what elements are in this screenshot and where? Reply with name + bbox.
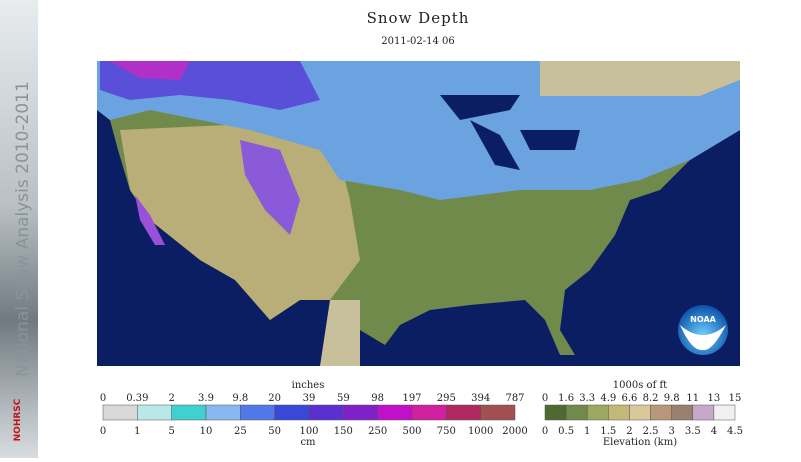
legend-label: 1.6: [558, 393, 574, 404]
legend-label: 3.3: [579, 393, 595, 404]
legend-swatch: [608, 404, 630, 421]
legend-swatch: [544, 404, 567, 421]
legend-label: 150: [334, 426, 353, 437]
legend-swatch: [480, 404, 516, 421]
legend-label: 50: [268, 426, 281, 437]
legend-swatch: [629, 404, 651, 421]
legend-unit: Elevation (km): [603, 437, 677, 448]
legend-label: 750: [437, 426, 456, 437]
legend-label: 0: [542, 393, 548, 404]
legend-swatch: [343, 404, 378, 421]
legend-label: 0: [100, 426, 106, 437]
legend-label: 39: [303, 393, 316, 404]
legend-label: 2.5: [643, 426, 659, 437]
legend-label: 98: [371, 393, 384, 404]
legend-swatch: [137, 404, 172, 421]
legend-label: 3: [668, 426, 674, 437]
legend-label: 1: [134, 426, 140, 437]
legend-label: 2: [626, 426, 632, 437]
legend-label: 20: [268, 393, 281, 404]
legend-label: 2000: [502, 426, 527, 437]
legend-label: 9.8: [664, 393, 680, 404]
legend-label: 1000: [468, 426, 493, 437]
legend-swatch: [586, 404, 609, 421]
legend-label: 0.5: [558, 426, 574, 437]
legend-swatch: [692, 404, 715, 421]
banner-logo: NOHRSC: [13, 398, 23, 441]
legend-label: 10: [200, 426, 213, 437]
legend-label: 0: [100, 393, 106, 404]
legend-label: 59: [337, 393, 350, 404]
title: Snow Depth: [367, 9, 470, 27]
legend-label: 3.5: [685, 426, 701, 437]
legend-label: 25: [234, 426, 247, 437]
legend-label: 500: [402, 426, 421, 437]
legend-label: 394: [471, 393, 490, 404]
legend-label: 3.9: [198, 393, 214, 404]
legend-swatch: [411, 404, 447, 421]
legend-label: 787: [505, 393, 524, 404]
legend-swatch: [205, 404, 241, 421]
legend-unit: inches: [292, 380, 325, 391]
legend-unit: 1000s of ft: [613, 380, 667, 391]
legend-label: 1: [584, 426, 590, 437]
legend-swatch: [565, 404, 588, 421]
legend-swatch: [650, 404, 672, 421]
legend-label: 13: [708, 393, 721, 404]
legend-swatch: [308, 404, 344, 421]
legend-label: 4.9: [600, 393, 616, 404]
legend-label: 5: [168, 426, 174, 437]
legend-label: 250: [368, 426, 387, 437]
legend-label: 6.6: [621, 393, 637, 404]
legend-label: 11: [686, 393, 699, 404]
legend-unit: cm: [300, 437, 316, 448]
legend-swatch: [171, 404, 207, 421]
legend-label: 8.2: [643, 393, 659, 404]
legend-swatch: [671, 404, 694, 421]
legend-label: 2: [168, 393, 174, 404]
legend-label: 1.5: [600, 426, 616, 437]
legend-swatch: [102, 404, 138, 421]
legend-label: 295: [437, 393, 456, 404]
legend-swatch: [713, 404, 736, 421]
legend-label: 0.39: [126, 393, 148, 404]
legend-swatch: [446, 404, 481, 421]
legend-label: 0: [542, 426, 548, 437]
banner-bg: [0, 0, 38, 458]
legend-label: 197: [402, 393, 421, 404]
legend-label: 4.5: [727, 426, 743, 437]
legend-swatch: [274, 404, 310, 421]
legend-label: 15: [729, 393, 742, 404]
date: 2011-02-14 06: [381, 36, 455, 47]
legend-label: 4: [711, 426, 717, 437]
legend-swatch: [377, 404, 413, 421]
map: NOAA: [97, 61, 740, 366]
legend-label: 9.8: [232, 393, 248, 404]
noaa-badge: NOAA: [690, 315, 716, 324]
legend-swatch: [240, 404, 275, 421]
legend-label: 100: [299, 426, 318, 437]
banner-title: National Snow Analysis 2010-2011: [13, 81, 33, 377]
